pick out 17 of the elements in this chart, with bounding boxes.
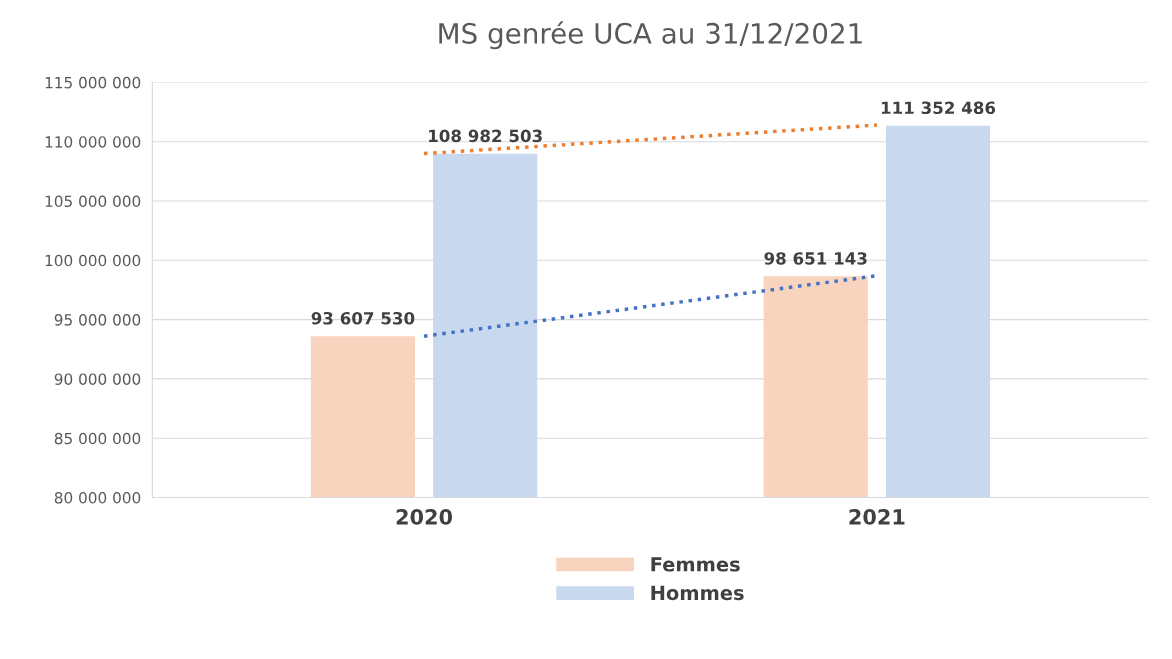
x-tick-label: 2020 [396, 509, 453, 525]
y-tick-label: 85 000 000 [54, 432, 141, 445]
y-tick-label: 100 000 000 [45, 254, 141, 267]
y-tick-label: 115 000 000 [45, 76, 141, 89]
x-tick-label: 2021 [849, 509, 905, 525]
legend-label: Femmes [651, 557, 740, 572]
legend-label: Hommes [651, 585, 744, 601]
y-tick-label: 95 000 000 [54, 314, 141, 326]
data-label: 98 651 143 [764, 252, 867, 265]
chart-title: MS genrée UCA au 31/12/2021 [439, 21, 862, 50]
data-label: 111 352 486 [881, 101, 996, 115]
y-tick-label: 90 000 000 [54, 373, 141, 385]
data-label: 93 607 530 [311, 311, 415, 325]
y-tick-label: 105 000 000 [45, 195, 141, 208]
data-label: 108 982 503 [429, 129, 542, 143]
y-tick-label: 110 000 000 [45, 136, 141, 148]
y-tick-label: 80 000 000 [54, 492, 141, 504]
